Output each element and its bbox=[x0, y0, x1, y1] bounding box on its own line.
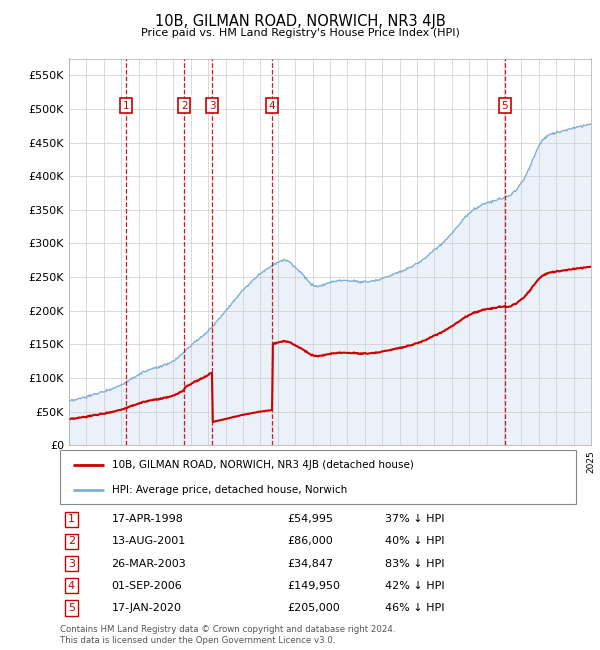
Text: £34,847: £34,847 bbox=[287, 558, 333, 569]
Text: 5: 5 bbox=[68, 603, 75, 613]
Text: Price paid vs. HM Land Registry's House Price Index (HPI): Price paid vs. HM Land Registry's House … bbox=[140, 28, 460, 38]
Text: 17-APR-1998: 17-APR-1998 bbox=[112, 514, 184, 525]
Text: £86,000: £86,000 bbox=[287, 536, 333, 547]
Text: 17-JAN-2020: 17-JAN-2020 bbox=[112, 603, 182, 613]
Text: 4: 4 bbox=[68, 580, 75, 591]
Text: £205,000: £205,000 bbox=[287, 603, 340, 613]
Text: 26-MAR-2003: 26-MAR-2003 bbox=[112, 558, 187, 569]
Text: 37% ↓ HPI: 37% ↓ HPI bbox=[385, 514, 445, 525]
Text: 4: 4 bbox=[269, 101, 275, 111]
Text: Contains HM Land Registry data © Crown copyright and database right 2024.
This d: Contains HM Land Registry data © Crown c… bbox=[60, 625, 395, 645]
Text: 3: 3 bbox=[209, 101, 215, 111]
Text: 1: 1 bbox=[123, 101, 130, 111]
FancyBboxPatch shape bbox=[60, 450, 576, 504]
Text: 2: 2 bbox=[181, 101, 188, 111]
Text: HPI: Average price, detached house, Norwich: HPI: Average price, detached house, Norw… bbox=[112, 486, 347, 495]
Text: 40% ↓ HPI: 40% ↓ HPI bbox=[385, 536, 445, 547]
Text: £149,950: £149,950 bbox=[287, 580, 340, 591]
Text: 2: 2 bbox=[68, 536, 75, 547]
Text: 83% ↓ HPI: 83% ↓ HPI bbox=[385, 558, 445, 569]
Text: 01-SEP-2006: 01-SEP-2006 bbox=[112, 580, 182, 591]
Text: 46% ↓ HPI: 46% ↓ HPI bbox=[385, 603, 445, 613]
Text: £54,995: £54,995 bbox=[287, 514, 333, 525]
Text: 3: 3 bbox=[68, 558, 75, 569]
Text: 10B, GILMAN ROAD, NORWICH, NR3 4JB: 10B, GILMAN ROAD, NORWICH, NR3 4JB bbox=[155, 14, 445, 29]
Text: 42% ↓ HPI: 42% ↓ HPI bbox=[385, 580, 445, 591]
Text: 13-AUG-2001: 13-AUG-2001 bbox=[112, 536, 186, 547]
Text: 10B, GILMAN ROAD, NORWICH, NR3 4JB (detached house): 10B, GILMAN ROAD, NORWICH, NR3 4JB (deta… bbox=[112, 460, 413, 470]
Text: 5: 5 bbox=[502, 101, 508, 111]
Text: 1: 1 bbox=[68, 514, 75, 525]
